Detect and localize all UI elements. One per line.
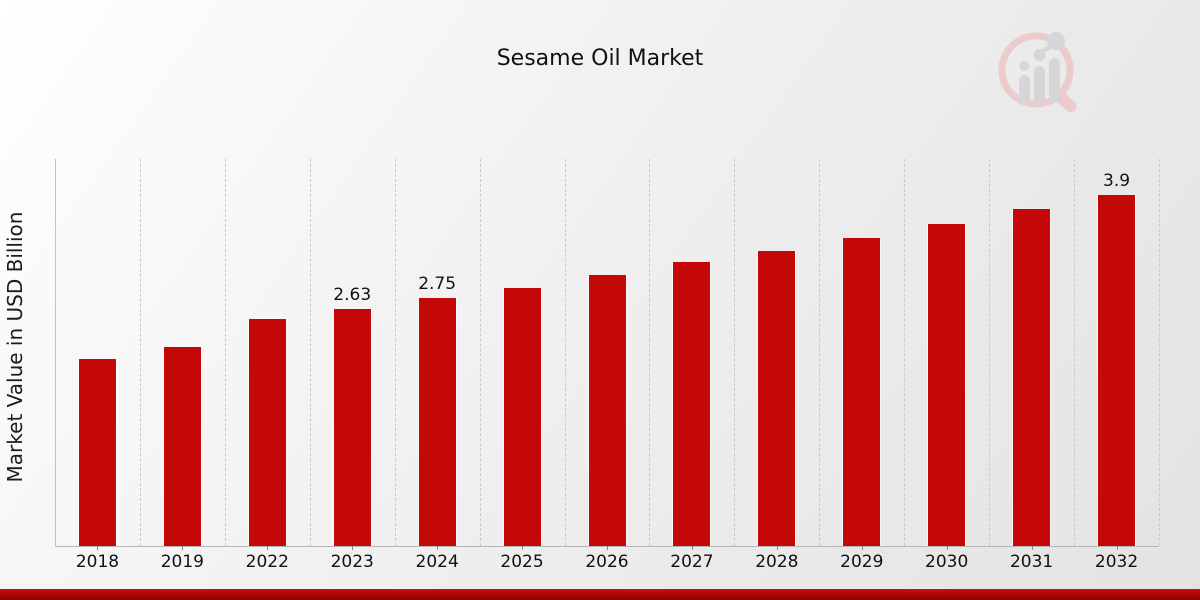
x-axis-label-2023: 2023 (330, 552, 374, 572)
gridline (904, 159, 906, 546)
x-axis-label-2029: 2029 (840, 552, 884, 572)
x-axis-tick (97, 546, 99, 550)
x-axis-tick (437, 546, 439, 550)
brand-accent-band (0, 589, 1200, 600)
x-axis-tick (861, 546, 863, 550)
x-axis-label-2027: 2027 (670, 552, 714, 572)
gridline (819, 159, 821, 546)
gridline (309, 159, 311, 546)
bar-2028 (758, 251, 796, 546)
gridline (1159, 159, 1160, 546)
x-axis-label-2026: 2026 (585, 552, 629, 572)
x-axis-tick (946, 546, 948, 550)
gridline (564, 159, 566, 546)
chart-title: Sesame Oil Market (496, 46, 704, 71)
gridline (649, 159, 651, 546)
x-axis-label-2032: 2032 (1094, 552, 1139, 572)
x-axis-label-2019: 2019 (160, 552, 204, 572)
gridline (1074, 159, 1076, 546)
bar-2030 (928, 224, 966, 546)
x-axis-tick (691, 546, 693, 550)
bar-2022 (248, 319, 286, 546)
x-axis-label-2018: 2018 (75, 552, 120, 572)
bar-2027 (673, 262, 711, 546)
bar-2029 (843, 238, 881, 546)
bar-2025 (503, 288, 541, 546)
y-axis-line (55, 159, 56, 546)
x-axis-tick (267, 546, 269, 550)
x-axis-label-2028: 2028 (755, 552, 799, 572)
x-axis-tick (776, 546, 778, 550)
x-axis-label-2022: 2022 (245, 552, 289, 572)
plot-area: 2.63 2.75 3.9 (55, 159, 1160, 546)
bar-2024 (418, 298, 456, 546)
bar-2019 (163, 347, 201, 546)
bar-2026 (588, 275, 626, 546)
bar-2018 (78, 359, 116, 546)
bar-value-label-2023: 2.63 (333, 285, 372, 305)
gridline (989, 159, 991, 546)
bar-value-label-2024: 2.75 (418, 274, 457, 294)
x-axis-label-2031: 2031 (1009, 552, 1054, 572)
bar-2032 (1098, 195, 1136, 546)
bar-value-label-2032: 3.9 (1103, 171, 1131, 191)
gridline (224, 159, 226, 546)
bar-2023 (333, 309, 371, 546)
gridline (139, 159, 141, 546)
gridline (479, 159, 481, 546)
market-research-future-logo (998, 32, 1077, 113)
x-axis-tick (522, 546, 524, 550)
x-axis-tick (182, 546, 184, 550)
x-axis-label-2025: 2025 (500, 552, 544, 572)
bar-2031 (1013, 209, 1051, 546)
x-axis-tick (1031, 546, 1033, 550)
x-axis-tick (1116, 546, 1118, 550)
gridline (394, 159, 396, 546)
y-axis-title: Market Value in USD Billion (3, 211, 27, 483)
x-axis-label-2030: 2030 (925, 552, 969, 572)
x-axis-tick (352, 546, 354, 550)
x-axis-label-2024: 2024 (415, 552, 459, 572)
gridline (734, 159, 736, 546)
x-axis-tick (607, 546, 608, 550)
